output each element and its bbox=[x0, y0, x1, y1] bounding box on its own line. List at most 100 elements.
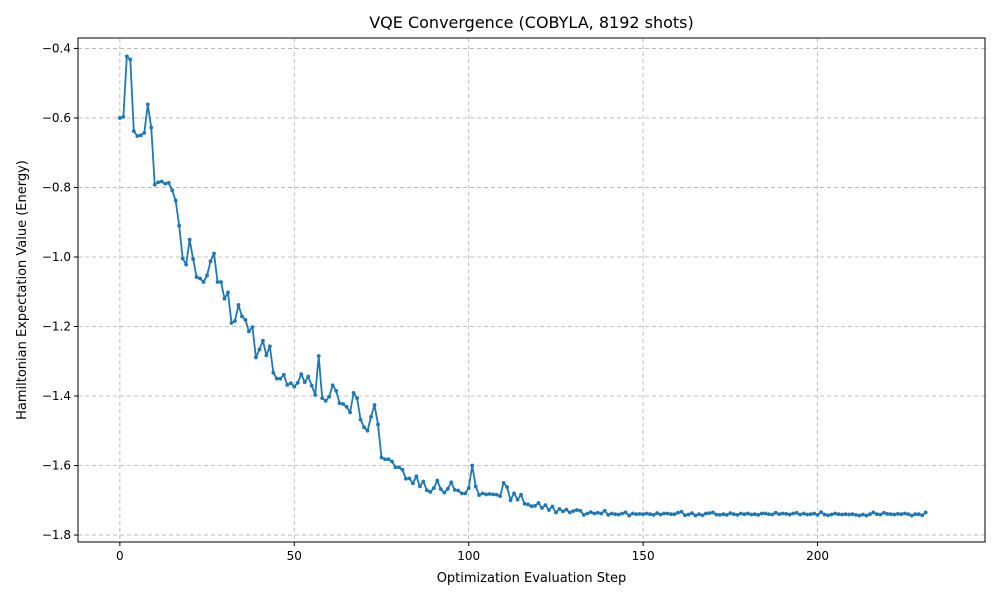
data-point bbox=[550, 504, 555, 509]
data-point bbox=[254, 355, 258, 360]
series-layer bbox=[117, 54, 928, 518]
data-point bbox=[320, 396, 325, 400]
data-point bbox=[581, 512, 586, 517]
data-point bbox=[686, 512, 691, 517]
data-point bbox=[201, 280, 206, 284]
data-point bbox=[920, 513, 925, 518]
data-point bbox=[847, 512, 851, 517]
data-point bbox=[233, 319, 237, 323]
data-point bbox=[784, 511, 789, 516]
data-point bbox=[833, 511, 837, 516]
data-point bbox=[578, 508, 583, 513]
data-point bbox=[867, 512, 872, 517]
data-point bbox=[585, 511, 590, 516]
data-point bbox=[459, 491, 464, 496]
data-point bbox=[522, 501, 527, 506]
data-point bbox=[798, 512, 803, 517]
data-point bbox=[267, 344, 272, 349]
data-point bbox=[885, 511, 890, 516]
data-point bbox=[871, 510, 876, 515]
data-point bbox=[878, 512, 883, 517]
data-point bbox=[170, 188, 175, 193]
data-point bbox=[404, 476, 408, 481]
data-point bbox=[362, 425, 366, 430]
data-point bbox=[393, 465, 398, 470]
y-tick-label: −0.8 bbox=[42, 180, 71, 194]
x-tick-label: 100 bbox=[457, 549, 480, 563]
data-point bbox=[627, 513, 632, 518]
data-point bbox=[836, 512, 841, 517]
data-point bbox=[466, 486, 471, 491]
data-point bbox=[676, 510, 680, 515]
data-point bbox=[599, 511, 604, 516]
data-point bbox=[205, 273, 209, 278]
data-point bbox=[543, 503, 548, 508]
data-point bbox=[533, 503, 537, 508]
data-point bbox=[198, 276, 203, 281]
data-point bbox=[491, 492, 496, 497]
data-point bbox=[128, 57, 133, 62]
data-point bbox=[243, 317, 248, 322]
data-point bbox=[515, 497, 520, 502]
data-point bbox=[295, 380, 300, 385]
y-tick-label: −1.6 bbox=[42, 459, 71, 473]
data-point bbox=[819, 510, 823, 515]
data-point bbox=[330, 383, 335, 388]
data-point bbox=[613, 512, 618, 517]
data-point bbox=[745, 511, 750, 516]
data-point bbox=[306, 374, 311, 379]
data-point bbox=[592, 511, 597, 516]
data-point bbox=[121, 115, 126, 119]
data-point bbox=[805, 512, 809, 517]
data-point bbox=[477, 493, 482, 497]
data-point bbox=[923, 510, 928, 515]
data-point bbox=[327, 394, 332, 399]
data-point bbox=[428, 490, 433, 494]
data-point bbox=[358, 417, 363, 422]
data-point bbox=[564, 507, 569, 512]
data-point bbox=[801, 511, 806, 516]
data-point bbox=[916, 512, 921, 517]
data-point bbox=[351, 390, 356, 395]
data-point bbox=[616, 512, 621, 517]
data-point bbox=[163, 181, 168, 186]
data-point bbox=[215, 280, 220, 284]
data-point bbox=[766, 512, 771, 517]
data-point bbox=[271, 370, 276, 375]
data-point bbox=[138, 133, 143, 138]
data-point bbox=[913, 512, 918, 517]
data-point bbox=[337, 401, 342, 406]
data-point bbox=[124, 54, 129, 59]
data-point bbox=[672, 512, 677, 517]
y-tick-label: −0.6 bbox=[42, 111, 71, 125]
data-point bbox=[484, 492, 489, 497]
data-point bbox=[348, 410, 352, 415]
plot-frame bbox=[77, 37, 986, 543]
data-point bbox=[442, 490, 447, 495]
data-point bbox=[728, 511, 733, 516]
data-point bbox=[826, 513, 830, 518]
data-point bbox=[135, 134, 140, 138]
data-point bbox=[424, 488, 429, 493]
data-point bbox=[906, 512, 911, 517]
series-line bbox=[119, 55, 927, 517]
data-point bbox=[637, 511, 642, 516]
data-point bbox=[240, 314, 244, 319]
data-point bbox=[494, 492, 499, 497]
y-tick-label: −1.4 bbox=[42, 389, 71, 403]
grid bbox=[78, 38, 985, 542]
data-point bbox=[257, 347, 262, 352]
data-point bbox=[794, 510, 799, 515]
data-point bbox=[323, 398, 328, 403]
data-point bbox=[777, 512, 782, 517]
data-point bbox=[250, 325, 255, 330]
data-point bbox=[634, 512, 639, 517]
data-point bbox=[655, 511, 659, 516]
y-tick-label: −1.8 bbox=[42, 528, 71, 542]
data-point bbox=[505, 485, 509, 489]
data-point bbox=[372, 403, 377, 407]
data-point bbox=[749, 512, 754, 517]
data-point bbox=[665, 511, 670, 516]
data-point bbox=[480, 491, 485, 496]
